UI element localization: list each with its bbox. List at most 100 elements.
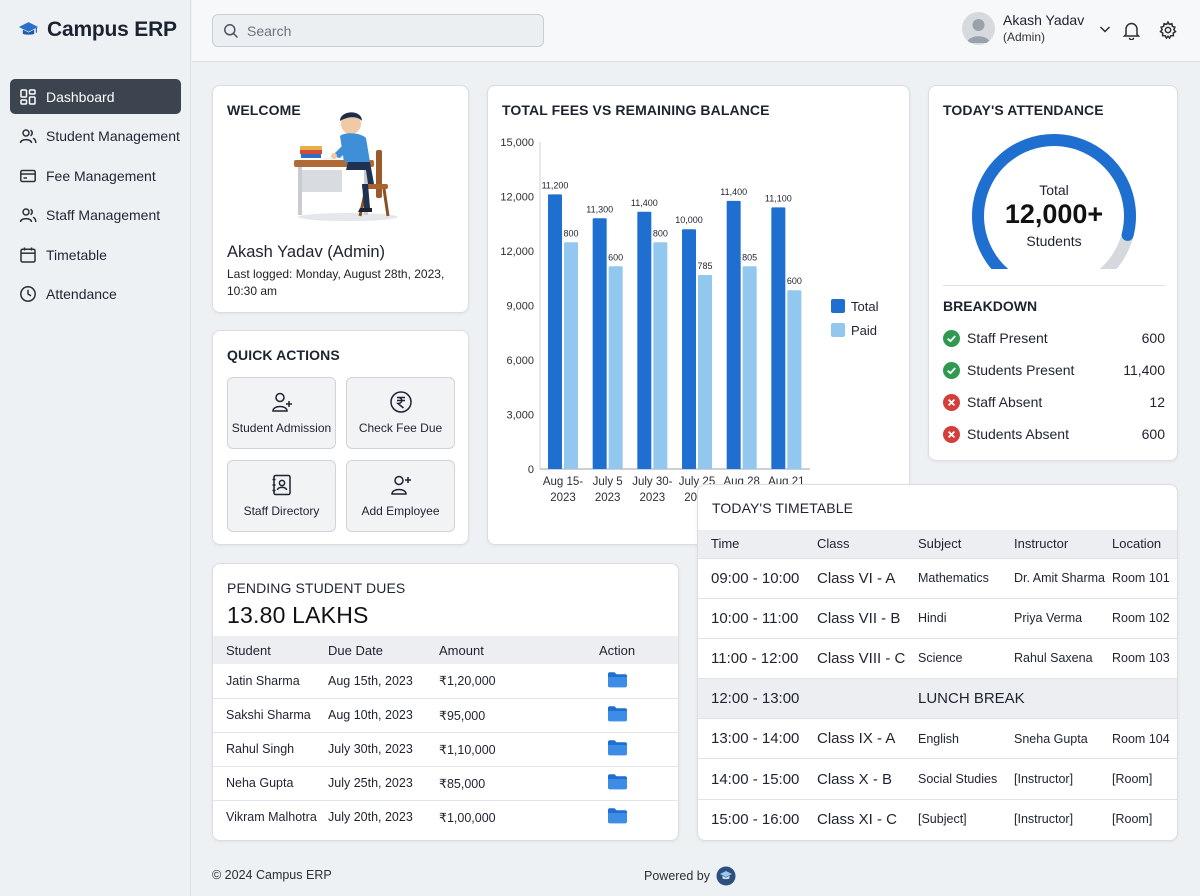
search-input[interactable] <box>247 22 527 39</box>
x-tick-label: July 30- <box>632 476 672 488</box>
class-cell: Class VIII - C <box>817 637 918 679</box>
student-cell: Rahul Singh <box>213 731 328 766</box>
sidebar-item-student-management[interactable]: Student Management <box>10 119 181 154</box>
bar-paid[interactable] <box>608 266 623 469</box>
table-row: 13:00 - 14:00 Class IX - A English Sneha Gu… <box>698 718 1177 759</box>
calendar-icon <box>20 247 36 263</box>
footer-copyright: © 2024 Campus ERP <box>212 868 332 882</box>
bar-data-label: 11,400 <box>631 198 658 208</box>
welcome-title: WELCOME <box>227 102 301 118</box>
subject-cell: [Subject] <box>918 798 1014 840</box>
fees-chart-title: TOTAL FEES VS REMAINING BALANCE <box>502 102 770 118</box>
x-circle-icon <box>943 425 960 443</box>
chevron-down-icon[interactable] <box>1098 22 1112 36</box>
fees-chart-card: TOTAL FEES VS REMAINING BALANCE 15,000 12… <box>487 85 910 545</box>
sidebar-item-dashboard[interactable]: Dashboard <box>10 79 181 114</box>
student-admission-button[interactable]: Student Admission <box>227 377 336 449</box>
quick-actions-title: QUICK ACTIONS <box>227 347 340 363</box>
y-tick-label: 0 <box>528 464 534 476</box>
breakdown-row: Students Absent 600 <box>943 423 1165 445</box>
search-box[interactable] <box>212 14 544 47</box>
bar-data-label: 800 <box>653 228 668 238</box>
sidebar-item-label: Timetable <box>46 246 107 263</box>
student-cell: Jatin Sharma <box>226 673 300 688</box>
y-tick-label: 9,000 <box>506 301 534 313</box>
subject-cell: Social Studies <box>918 758 1014 800</box>
welcome-card: WELCOME Akash Yadav (Admin) Last logged:… <box>212 85 469 313</box>
pending-dues-amount: 13.80 LAKHS <box>227 602 369 628</box>
column-header: Student <box>213 636 328 664</box>
folder-icon[interactable] <box>607 671 628 688</box>
user-name: Akash Yadav <box>1003 12 1085 28</box>
user-role: (Admin) <box>1003 30 1046 44</box>
gauge-total-unit: Students <box>1026 233 1082 249</box>
lunch-row: 12:00 - 13:00 LUNCH BREAK <box>698 678 1177 719</box>
add-user-icon <box>390 475 411 495</box>
time-cell: 15:00 - 16:00 <box>698 798 817 840</box>
staff-directory-button[interactable]: Staff Directory <box>227 460 336 532</box>
breakdown-row: Staff Present 600 <box>943 327 1165 349</box>
users-icon <box>19 129 37 144</box>
table-row: Rahul Singh July 30th, 2023 ₹1,10,000 <box>213 731 678 766</box>
bar-paid[interactable] <box>742 266 757 469</box>
bar-paid[interactable] <box>698 274 712 469</box>
location-cell: Room 101 <box>1112 557 1177 599</box>
column-header: Due Date <box>328 636 439 664</box>
add-employee-button[interactable]: Add Employee <box>346 460 455 532</box>
action-cell <box>599 765 678 800</box>
bar-total[interactable] <box>637 211 652 469</box>
bar-total[interactable] <box>726 200 741 470</box>
breakdown-value: 12 <box>1149 394 1165 410</box>
legend-swatch <box>831 323 845 337</box>
bar-total[interactable] <box>592 218 607 469</box>
timetable-card: TODAY'S TIMETABLE Time Class Subject Ins… <box>697 484 1178 841</box>
folder-icon[interactable] <box>607 705 628 722</box>
sidebar-item-attendance[interactable]: Attendance <box>10 277 181 312</box>
add-user-icon <box>271 392 292 412</box>
bar-paid[interactable] <box>653 242 668 469</box>
bar-paid[interactable] <box>564 242 578 469</box>
amount-cell: ₹1,10,000 <box>439 731 599 766</box>
powered-by-logo-icon[interactable] <box>716 866 736 886</box>
bar-data-label: 11,100 <box>765 193 792 203</box>
sidebar-item-fee-management[interactable]: Fee Management <box>10 158 181 193</box>
location-cell: Room 103 <box>1112 637 1177 679</box>
user-menu[interactable]: Akash Yadav (Admin) <box>962 12 1112 45</box>
bar-total[interactable] <box>548 194 562 469</box>
folder-icon[interactable] <box>607 739 628 756</box>
legend-swatch <box>831 299 845 313</box>
sidebar-item-label: Fee Management <box>46 167 156 184</box>
table-row: Jatin Sharma Aug 15th, 2023 ₹1,20,000 <box>213 664 678 698</box>
breakdown-value: 600 <box>1141 426 1165 442</box>
empty-cell <box>817 678 918 719</box>
bar-total[interactable] <box>682 229 696 469</box>
top-header: Akash Yadav (Admin) <box>192 0 1200 62</box>
sidebar-item-timetable[interactable]: Timetable <box>10 237 181 272</box>
sidebar-item-label: Attendance <box>46 286 117 302</box>
check-fee-due-button[interactable]: Check Fee Due <box>346 377 455 449</box>
bell-icon[interactable] <box>1122 20 1141 40</box>
sidebar-nav: Dashboard Student Management Fee Managem… <box>10 79 181 316</box>
time-cell: 11:00 - 12:00 <box>698 637 817 679</box>
folder-icon[interactable] <box>607 807 628 824</box>
y-tick-label: 12,000 <box>500 192 534 204</box>
brand[interactable]: Campus ERP <box>18 18 177 42</box>
gear-icon[interactable] <box>1158 20 1178 40</box>
sidebar-item-label: Staff Management <box>46 207 161 223</box>
column-header: Location <box>1112 530 1177 558</box>
bar-total[interactable] <box>771 207 786 469</box>
bar-data-label: 10,000 <box>675 215 703 225</box>
time-cell: 13:00 - 14:00 <box>698 718 817 759</box>
powered-by-label: Powered by <box>644 869 711 883</box>
avatar <box>962 12 995 45</box>
time-cell: 09:00 - 10:00 <box>698 557 817 599</box>
folder-icon[interactable] <box>607 773 628 790</box>
amount-cell: ₹1,20,000 <box>439 674 496 689</box>
breakdown-label: Staff Present <box>967 330 1048 346</box>
location-cell: [Room] <box>1112 758 1177 800</box>
sidebar-item-staff-management[interactable]: Staff Management <box>10 198 181 233</box>
bar-paid[interactable] <box>787 290 802 469</box>
subject-cell: Science <box>918 637 1014 679</box>
timetable-title: TODAY'S TIMETABLE <box>712 500 854 516</box>
column-header: Instructor <box>1014 530 1112 558</box>
